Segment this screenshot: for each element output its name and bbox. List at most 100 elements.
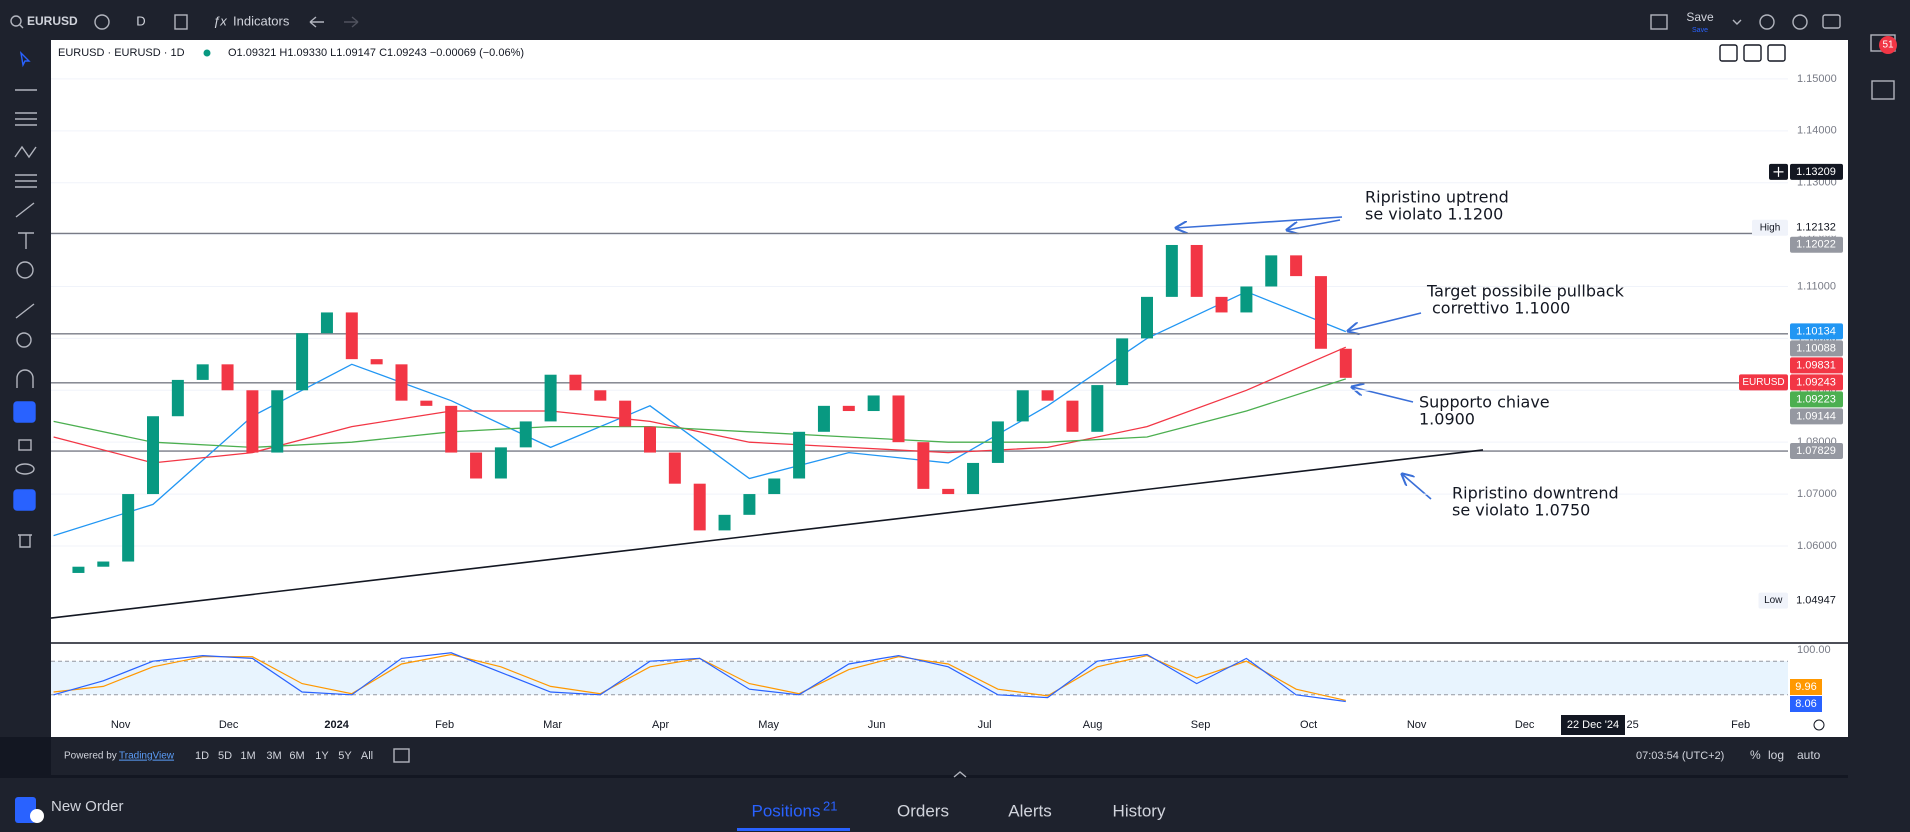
x-tick-label: Sep bbox=[1191, 719, 1211, 731]
layout-icon[interactable] bbox=[1650, 14, 1668, 30]
moving-average bbox=[53, 290, 1347, 537]
brand-link[interactable]: TradingView bbox=[119, 751, 175, 762]
cursor-tool[interactable] bbox=[19, 50, 31, 68]
candle bbox=[395, 364, 408, 401]
left-toolbar bbox=[0, 40, 51, 737]
auto-toggle[interactable]: auto bbox=[1797, 748, 1821, 762]
time-axis-settings[interactable] bbox=[1813, 719, 1825, 731]
candle bbox=[544, 374, 557, 422]
oscillator-value-box bbox=[1790, 679, 1822, 695]
range-button[interactable]: 5D bbox=[218, 750, 232, 762]
chart-type-icon[interactable] bbox=[174, 14, 188, 30]
x-tick-label: Aug bbox=[1083, 719, 1103, 731]
price-label-box bbox=[1790, 391, 1843, 408]
stay-drawing[interactable] bbox=[13, 401, 36, 423]
price-tag-box bbox=[1758, 592, 1788, 609]
x-tick-label: 25 bbox=[1626, 719, 1638, 731]
candle bbox=[991, 421, 1004, 463]
range-button[interactable]: 5Y bbox=[338, 750, 352, 762]
price-label: 1.09243 bbox=[1796, 376, 1836, 388]
crosshair-add-icon bbox=[1773, 166, 1784, 177]
x-tick-label: Mar bbox=[543, 719, 562, 731]
panel-tab[interactable]: Alerts bbox=[1008, 801, 1051, 820]
log-toggle[interactable]: log bbox=[1768, 748, 1784, 762]
measure-tool[interactable] bbox=[15, 303, 35, 319]
panel-tab[interactable]: Positions bbox=[752, 801, 821, 820]
oscillator-value: 9.96 bbox=[1795, 681, 1816, 693]
candle bbox=[1091, 385, 1104, 432]
panel-tab[interactable]: History bbox=[1113, 801, 1166, 820]
visibility-tool[interactable] bbox=[15, 463, 35, 475]
undo[interactable] bbox=[309, 16, 324, 28]
pane-buttons bbox=[1719, 44, 1786, 62]
pattern-tool[interactable] bbox=[14, 145, 37, 159]
date-range-icon[interactable] bbox=[393, 748, 410, 763]
candle bbox=[221, 364, 234, 391]
oscillator-value-box bbox=[1790, 696, 1822, 712]
fib-tool[interactable] bbox=[15, 112, 37, 126]
crosshair-date: 22 Dec '24 bbox=[1567, 719, 1619, 731]
price-label-box bbox=[1790, 357, 1843, 374]
save-button[interactable]: Save bbox=[1686, 10, 1714, 24]
trash-tool[interactable] bbox=[18, 534, 32, 548]
arrow bbox=[1352, 387, 1414, 403]
alert-icon[interactable] bbox=[1759, 14, 1775, 30]
notification-badge bbox=[1879, 36, 1897, 54]
candle bbox=[644, 426, 656, 453]
lock-tool[interactable] bbox=[18, 439, 32, 451]
range-button[interactable]: 1Y bbox=[315, 750, 329, 762]
save-status: Save bbox=[1692, 27, 1708, 34]
candle bbox=[867, 395, 880, 412]
new-order-button[interactable]: New Order bbox=[51, 798, 124, 815]
brush-tool[interactable] bbox=[15, 202, 35, 218]
x-tick-label: May bbox=[758, 719, 779, 731]
interval[interactable]: D bbox=[136, 13, 145, 28]
price-label-box bbox=[1790, 443, 1843, 460]
add-symbol[interactable] bbox=[94, 14, 110, 30]
annotation: se violato 1.1200 bbox=[1365, 205, 1503, 224]
chart-legend-title: EURUSD · EURUSD · 1D bbox=[58, 47, 185, 59]
candle bbox=[768, 478, 781, 495]
arrow bbox=[1287, 219, 1341, 230]
symbol[interactable]: EURUSD bbox=[27, 14, 78, 28]
range-button[interactable]: 6M bbox=[289, 750, 304, 762]
snapshot-icon[interactable] bbox=[1822, 14, 1841, 29]
settings-icon[interactable] bbox=[1792, 14, 1808, 30]
panel-tab[interactable]: Orders bbox=[897, 801, 949, 820]
projection-tool[interactable] bbox=[15, 174, 37, 188]
candle bbox=[619, 400, 632, 427]
oscillator-band bbox=[51, 661, 1788, 695]
candle bbox=[967, 462, 980, 495]
range-button[interactable]: 1M bbox=[240, 750, 255, 762]
text-tool[interactable] bbox=[18, 232, 34, 249]
redo bbox=[344, 16, 359, 28]
magnet-tool[interactable] bbox=[16, 369, 34, 388]
range-button[interactable]: 3M bbox=[266, 750, 281, 762]
news-icon[interactable] bbox=[1871, 80, 1895, 100]
range-button[interactable]: 1D bbox=[195, 750, 209, 762]
percent-toggle[interactable]: % bbox=[1750, 748, 1761, 762]
icon-tool[interactable] bbox=[16, 261, 34, 279]
x-tick-label: Oct bbox=[1300, 719, 1317, 731]
sync-tool[interactable] bbox=[13, 489, 36, 511]
candle bbox=[594, 390, 607, 401]
save-menu[interactable] bbox=[1732, 19, 1742, 25]
annotation: Ripristino downtrend bbox=[1452, 484, 1619, 503]
pane-collapse[interactable] bbox=[1719, 44, 1738, 62]
range-button[interactable]: All bbox=[361, 750, 373, 762]
fx-icon: ƒx bbox=[213, 13, 227, 28]
y-tick-label: 1.14000 bbox=[1797, 125, 1837, 137]
pane-reset[interactable] bbox=[1767, 44, 1786, 62]
candle bbox=[494, 447, 507, 479]
pane-maximize[interactable] bbox=[1743, 44, 1762, 62]
x-tick-label: Apr bbox=[652, 719, 669, 731]
candle bbox=[718, 514, 731, 531]
panel-toggle[interactable] bbox=[953, 771, 967, 778]
indicators-button[interactable]: Indicators bbox=[233, 13, 290, 28]
annotation: se violato 1.0750 bbox=[1452, 501, 1590, 520]
y-tick-label: 1.15000 bbox=[1797, 73, 1837, 85]
search-icon[interactable] bbox=[10, 15, 22, 27]
zoom-tool[interactable] bbox=[16, 332, 32, 348]
price-label-box bbox=[1790, 163, 1843, 180]
